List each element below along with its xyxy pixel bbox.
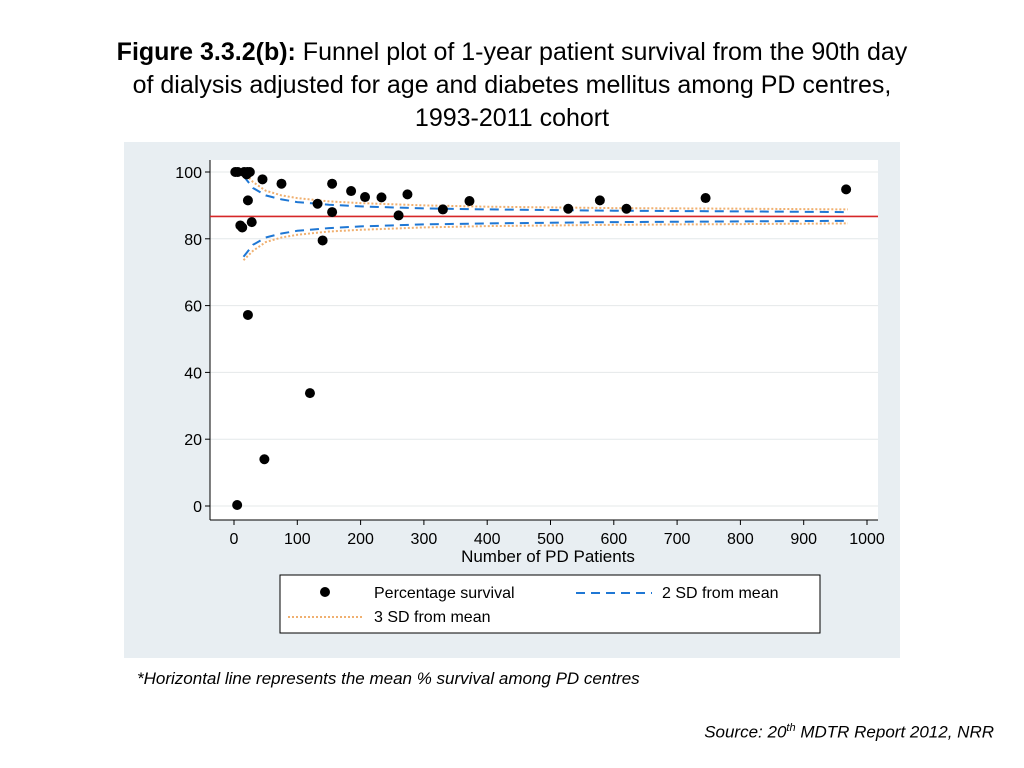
source-suffix: MDTR Report 2012, NRR — [795, 722, 994, 742]
x-tick-label-600: 600 — [600, 531, 627, 548]
x-tick-label-800: 800 — [727, 531, 754, 548]
legend-label-sd2: 2 SD from mean — [662, 585, 778, 602]
y-tick-label-40: 40 — [184, 365, 202, 382]
data-point-22 — [376, 192, 387, 203]
data-point-20 — [346, 186, 357, 197]
sd2-lower-limit — [242, 219, 849, 258]
data-point-11 — [232, 499, 243, 510]
data-point-5 — [241, 169, 252, 180]
figure-title: Figure 3.3.2(b): Funnel plot of 1-year p… — [40, 36, 984, 135]
footnote: *Horizontal line represents the mean % s… — [137, 669, 640, 688]
data-point-26 — [464, 196, 475, 207]
x-tick-label-0: 0 — [230, 531, 239, 548]
x-tick-label-500: 500 — [537, 531, 564, 548]
sd3-upper-limit — [242, 171, 849, 211]
legend-label-survival: Percentage survival — [374, 585, 515, 602]
data-point-7 — [237, 222, 248, 233]
figure-label: Figure 3.3.2(b): — [116, 38, 296, 66]
legend-label-sd3: 3 SD from mean — [374, 609, 490, 626]
data-point-23 — [393, 210, 404, 221]
control-limits — [242, 171, 849, 261]
sd2-upper-limit — [242, 175, 849, 214]
x-tick-label-300: 300 — [411, 531, 438, 548]
chart-panel: 0 20 40 60 80 100 0 100 200 300 400 500 600 700 800 900… — [124, 142, 900, 658]
legend-point-symbol — [320, 587, 330, 597]
data-point-27 — [563, 203, 574, 214]
data-point-31 — [841, 184, 852, 195]
data-point-21 — [360, 192, 371, 203]
data-point-30 — [700, 193, 711, 204]
data-point-13 — [259, 454, 270, 465]
x-tick-label-700: 700 — [664, 531, 691, 548]
data-point-14 — [276, 178, 287, 189]
data-point-18 — [327, 207, 338, 218]
y-tick-label-0: 0 — [193, 499, 202, 516]
data-point-29 — [621, 203, 632, 214]
data-points — [230, 167, 852, 510]
x-tick-label-200: 200 — [347, 531, 374, 548]
legend: Percentage survival 2 SD from mean 3 SD … — [279, 574, 821, 634]
data-point-19 — [327, 178, 338, 189]
source-note: Source: 20th MDTR Report 2012, NRR — [704, 722, 994, 743]
x-tick-label-900: 900 — [790, 531, 817, 548]
data-point-24 — [402, 189, 413, 200]
x-tick-label-1000: 1000 — [849, 531, 885, 548]
data-point-12 — [257, 174, 268, 185]
figure-title-line3: 1993-2011 cohort — [414, 104, 610, 132]
y-tick-label-20: 20 — [184, 432, 202, 449]
data-point-28 — [594, 195, 605, 206]
data-point-8 — [242, 195, 253, 206]
y-tick-label-80: 80 — [184, 232, 202, 249]
data-point-16 — [312, 198, 323, 209]
x-tick-label-100: 100 — [284, 531, 311, 548]
data-point-17 — [317, 235, 328, 246]
source-sup: th — [786, 722, 796, 734]
source-prefix: Source: 20 — [704, 722, 787, 742]
figure-title-line2: of dialysis adjusted for age and diabete… — [132, 71, 892, 99]
data-point-25 — [437, 204, 448, 215]
data-point-15 — [304, 388, 315, 399]
sd3-lower-limit — [242, 222, 849, 261]
x-tick-label-400: 400 — [474, 531, 501, 548]
data-point-9 — [246, 217, 257, 228]
data-point-10 — [242, 309, 253, 320]
legend-box — [279, 574, 821, 634]
figure-title-line1: Funnel plot of 1-year patient survival f… — [295, 38, 908, 66]
y-tick-label-100: 100 — [175, 165, 202, 182]
y-tick-label-60: 60 — [184, 299, 202, 316]
plot-area — [210, 160, 878, 520]
x-axis-label: Number of PD Patients — [461, 547, 635, 566]
